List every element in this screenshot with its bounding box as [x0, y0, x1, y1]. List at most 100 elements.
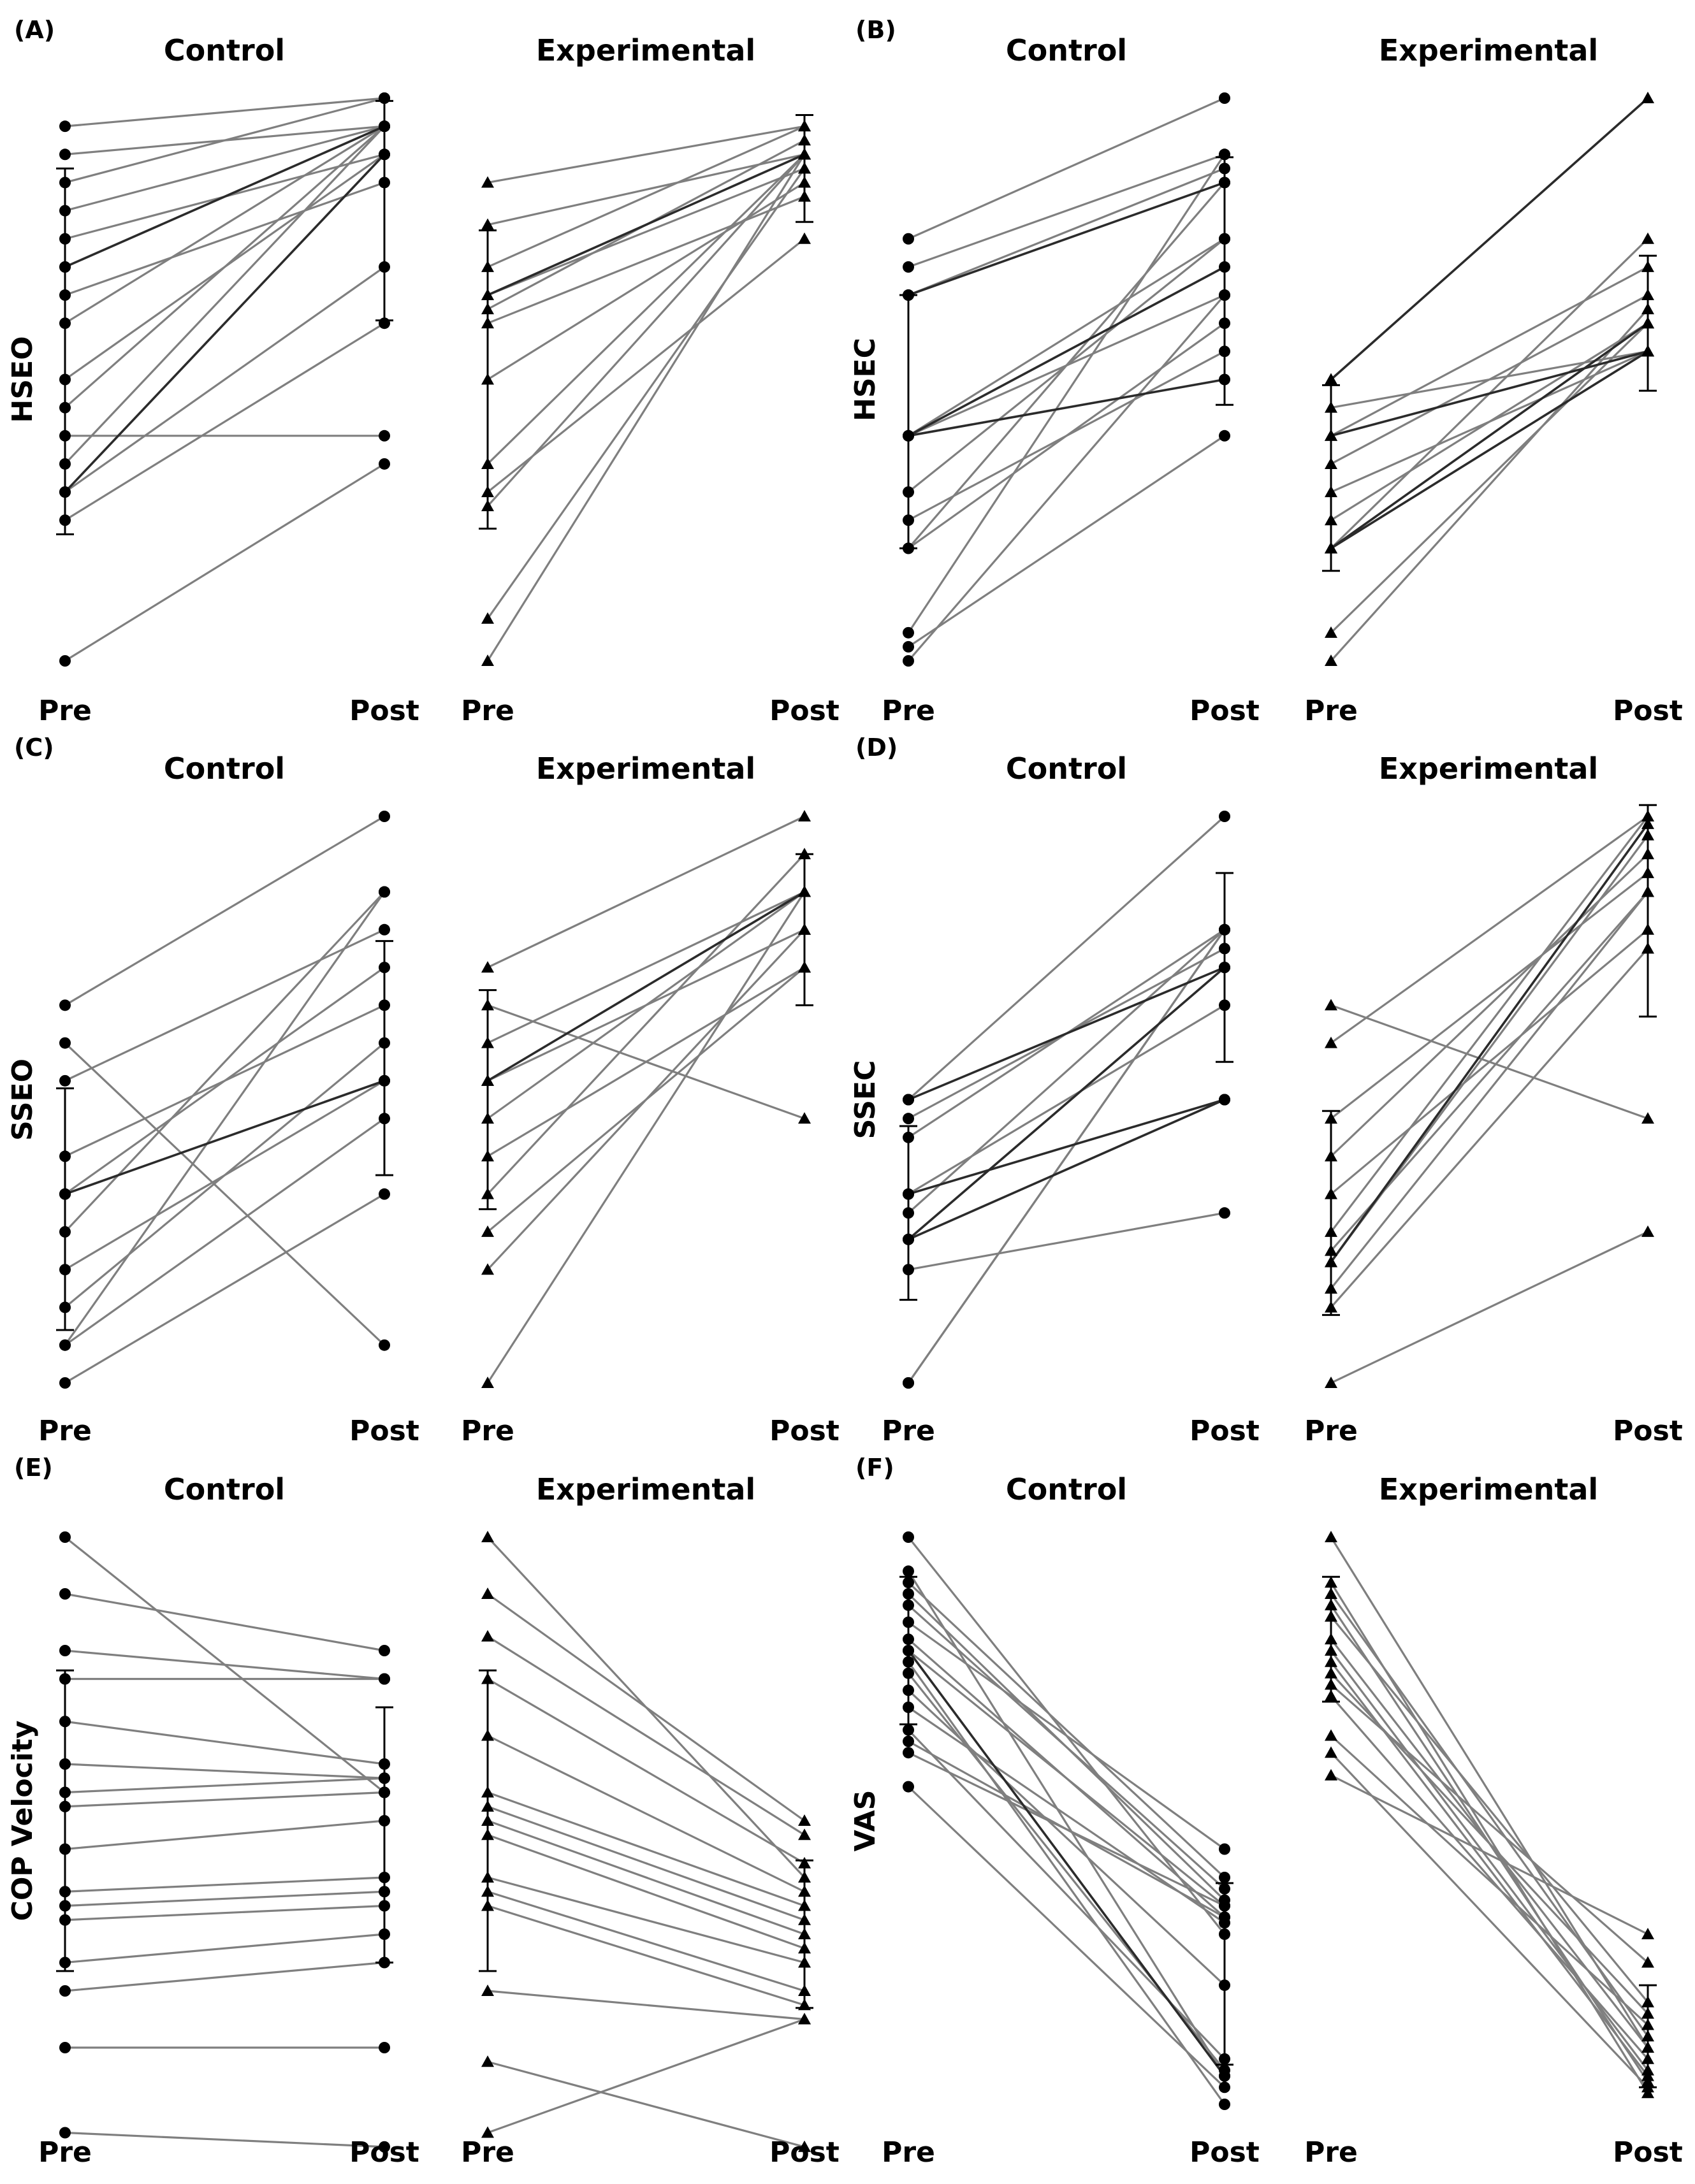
subject-line	[64, 2131, 385, 2148]
group-experimental: Experimental Pre Post	[461, 751, 840, 1447]
subject-line	[64, 1763, 385, 1779]
panel-letter: (D)	[855, 734, 898, 762]
data-point	[1641, 1956, 1654, 1968]
data-point	[798, 810, 811, 821]
subject-line	[486, 891, 806, 1384]
data-point	[798, 2013, 811, 2025]
subject-line	[1330, 872, 1648, 1120]
data-point	[59, 1074, 71, 1087]
data-point	[903, 1565, 914, 1577]
data-point	[798, 232, 811, 244]
data-point	[1219, 1094, 1230, 1106]
subject-line	[64, 125, 386, 409]
data-point	[59, 1037, 71, 1049]
y-axis-label: VAS	[849, 1790, 882, 1852]
panel-d: (D) SSEC Control Pre Post Experimental Pre Post	[849, 734, 1683, 1447]
data-point	[481, 218, 494, 230]
group-title: Experimental	[1379, 751, 1598, 786]
subject-line	[487, 1635, 805, 1836]
panel-letter: (B)	[855, 16, 896, 44]
subject-line	[907, 1786, 1226, 2088]
subject-line	[487, 1805, 805, 1921]
subject-line	[487, 1990, 805, 2021]
data-point	[1219, 1207, 1230, 1219]
data-point	[59, 1531, 71, 1543]
data-point	[1325, 626, 1337, 638]
panel-b: (B) HSEC Control Pre Post Experimental Pre Post	[849, 16, 1683, 727]
subject-line	[907, 182, 1226, 549]
subject-line	[64, 1890, 385, 1907]
subject-line	[487, 1593, 805, 1822]
subject-line-dark	[487, 153, 805, 296]
subject-line	[487, 966, 805, 1157]
subject-line	[64, 929, 385, 1082]
subject-line-dark	[907, 1649, 1226, 2077]
subject-line	[487, 153, 805, 226]
data-point	[1219, 2081, 1230, 2094]
subject-line	[1330, 1735, 1649, 2026]
data-point	[1641, 1225, 1654, 1237]
x-tick-label: Pre	[1304, 695, 1358, 727]
subject-line	[908, 97, 1225, 240]
y-axis-label: SSEC	[849, 1060, 882, 1139]
x-tick-label: Post	[349, 2136, 419, 2169]
data-point	[59, 999, 71, 1011]
subject-line	[487, 125, 805, 184]
data-point	[903, 233, 914, 245]
data-point	[379, 430, 390, 442]
x-tick-label: Pre	[882, 1415, 935, 1447]
subject-line	[908, 1751, 1225, 1907]
data-point	[1325, 1746, 1337, 1758]
y-axis-label: COP Velocity	[6, 1721, 39, 1921]
data-point	[379, 1188, 390, 1200]
subject-line	[908, 167, 1225, 296]
group-title: Experimental	[1379, 33, 1598, 68]
subject-line	[64, 125, 385, 212]
subject-line	[64, 966, 385, 1195]
subject-line-dark	[1330, 350, 1648, 549]
subject-line	[64, 322, 385, 521]
subject-line	[1330, 1672, 1649, 2014]
data-point	[903, 1531, 914, 1543]
panel-letter: (F)	[855, 1454, 894, 1482]
group-title: Experimental	[536, 751, 755, 786]
subject-line	[908, 322, 1225, 549]
group-control: Control Pre Post	[38, 33, 419, 727]
subject-line	[486, 168, 806, 619]
data-point	[903, 640, 914, 653]
subject-line	[487, 891, 805, 1120]
subject-line	[487, 815, 805, 969]
data-point	[903, 655, 914, 667]
subject-line	[64, 97, 385, 184]
subject-line	[908, 1621, 1225, 1850]
group-experimental: Experimental Pre Post	[1304, 33, 1683, 727]
subject-line	[908, 238, 1225, 437]
panel-c: (C) SSEO Control Pre Post Experimental Pre Post	[6, 734, 840, 1447]
group-experimental: Experimental Pre Post	[1304, 1472, 1683, 2169]
x-tick-label: Post	[769, 1415, 840, 1447]
subject-line-dark	[908, 378, 1225, 437]
data-point	[59, 1588, 71, 1600]
subject-line-dark	[64, 125, 385, 268]
subject-line	[487, 1904, 805, 2006]
x-tick-label: Post	[1613, 2136, 1683, 2169]
data-point	[903, 1724, 914, 1736]
data-point	[903, 626, 914, 639]
subject-line	[64, 1777, 385, 1794]
panel-letter: (E)	[14, 1454, 53, 1482]
x-tick-label: Post	[769, 695, 840, 727]
data-point	[59, 1339, 71, 1351]
subject-line	[1330, 308, 1649, 662]
subject-line	[1330, 1695, 1649, 2060]
subject-line	[486, 929, 806, 1271]
x-tick-label: Pre	[38, 1415, 92, 1447]
subject-line-dark	[908, 181, 1225, 296]
group-experimental: Experimental Pre Post	[1304, 751, 1683, 1447]
subject-line	[907, 929, 1226, 1384]
subject-line	[908, 153, 1225, 268]
data-point	[379, 886, 390, 898]
subject-line-dark	[908, 266, 1225, 437]
x-tick-label: Pre	[461, 695, 514, 727]
subject-line	[487, 1819, 805, 1935]
x-tick-label: Pre	[882, 2136, 935, 2169]
